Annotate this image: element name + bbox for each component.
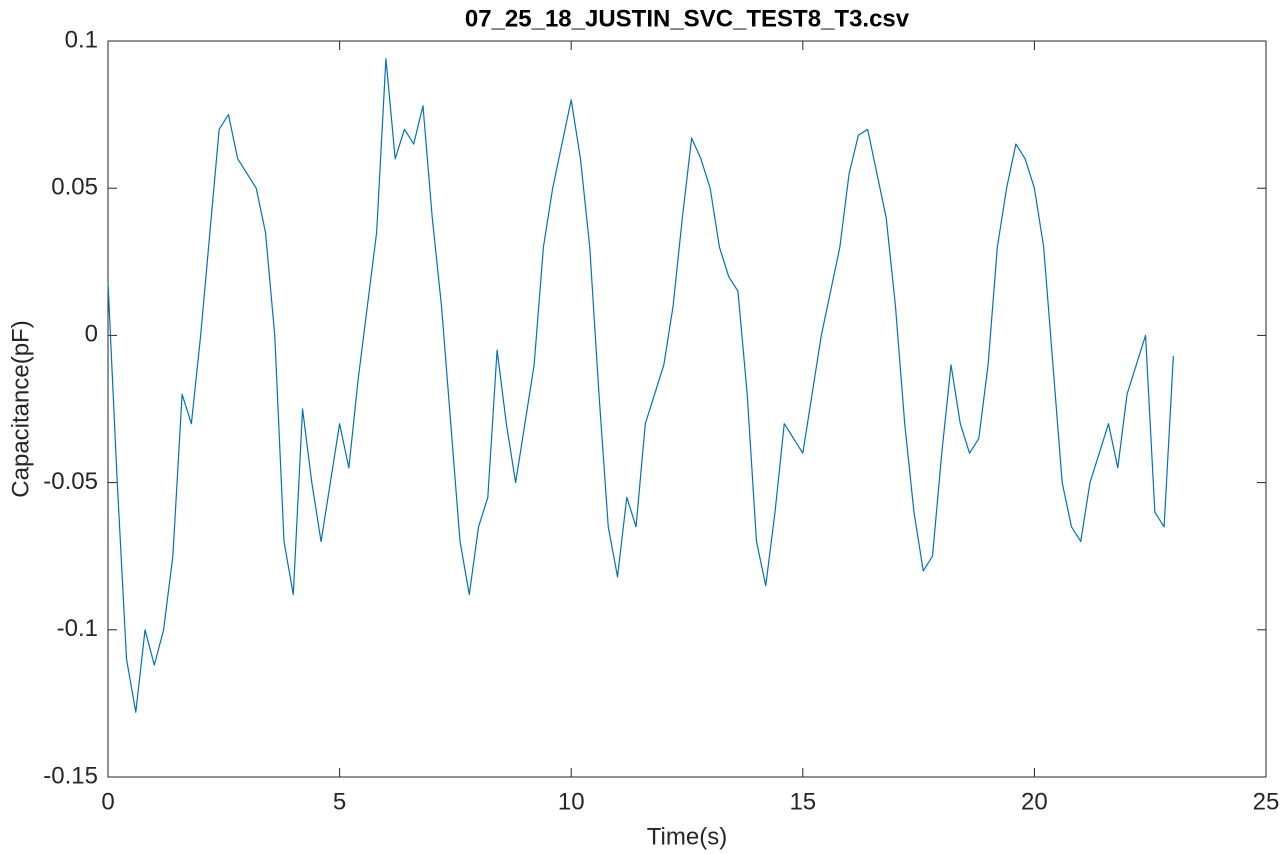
x-tick-label: 0 [101,788,114,815]
y-tick-label: -0.15 [43,762,98,789]
chart-title: 07_25_18_JUSTIN_SVC_TEST8_T3.csv [465,5,910,32]
x-tick-label: 15 [789,788,816,815]
x-tick-label: 10 [558,788,585,815]
plot-box [107,40,1267,778]
x-tick-label: 5 [333,788,346,815]
y-axis-label: Capacitance(pF) [7,320,34,497]
x-axis-label: Time(s) [647,823,727,850]
y-tick-label: 0 [85,321,98,348]
y-tick-label: -0.05 [43,468,98,495]
y-tick-label: 0.05 [51,174,98,201]
x-tick-label: 25 [1253,788,1280,815]
x-tick-label: 20 [1021,788,1048,815]
data-line [107,58,1174,713]
y-tick-label: -0.1 [57,615,98,642]
y-tick-label: 0.1 [65,26,98,53]
